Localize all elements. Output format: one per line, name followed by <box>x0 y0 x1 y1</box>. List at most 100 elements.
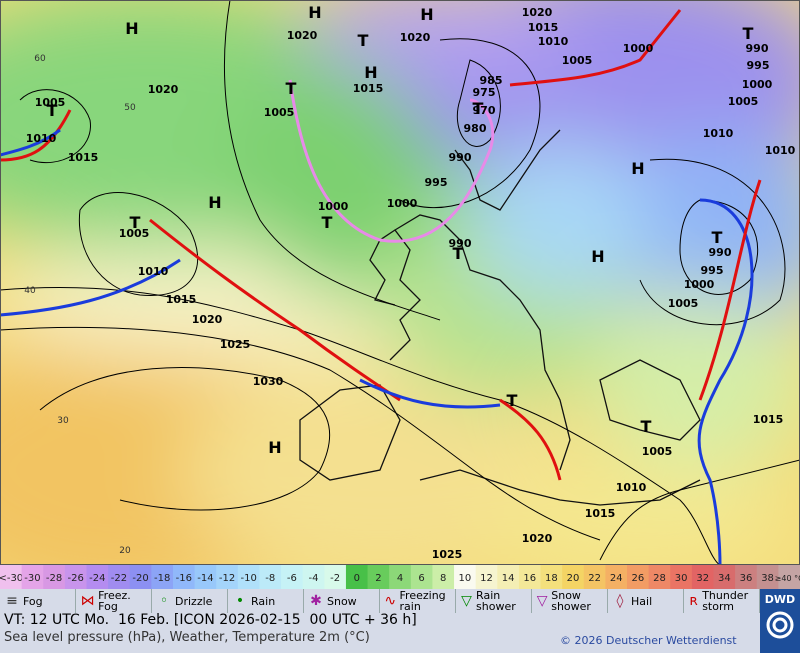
scale-label: 32 <box>696 573 709 584</box>
scale-label: -14 <box>197 573 213 584</box>
legend-label: Rain shower <box>476 589 516 613</box>
scale-label: 2 <box>375 573 381 584</box>
scale-label: -20 <box>132 573 148 584</box>
scale-cell <box>237 565 260 589</box>
isobar-label: 995 <box>701 264 724 277</box>
isobar-label: 1020 <box>400 31 431 44</box>
isobar-label: 1020 <box>287 29 318 42</box>
scale-label: 30 <box>675 573 688 584</box>
scale-label: 4 <box>397 573 403 584</box>
temperature-label: 30 <box>57 416 69 426</box>
isobar-label: 1000 <box>684 278 715 291</box>
scale-cell <box>64 565 87 589</box>
legend-item: ▽ Rain shower <box>456 589 532 613</box>
scale-label: 16 <box>523 573 536 584</box>
description: Sea level pressure (hPa), Weather, Tempe… <box>4 630 370 645</box>
pressure-center: T <box>130 213 141 232</box>
scale-label: -6 <box>287 573 297 584</box>
legend-label: Hail <box>631 594 653 608</box>
copyright: © 2026 Deutscher Wetterdienst <box>560 634 737 647</box>
scale-cell <box>410 565 433 589</box>
legend-item: • Rain <box>228 589 304 613</box>
pressure-center: T <box>473 99 484 118</box>
isobar-label: 1000 <box>742 78 773 91</box>
isobar-label: 1005 <box>642 445 673 458</box>
isobar-label: 1005 <box>668 297 699 310</box>
legend-item: ⋈ Freez. Fog <box>76 589 152 613</box>
scale-cell <box>497 565 520 589</box>
scale-label: 6 <box>418 573 424 584</box>
scale-label: -22 <box>111 573 127 584</box>
scale-cell <box>432 565 455 589</box>
scale-cell <box>605 565 628 589</box>
scale-cell <box>194 565 217 589</box>
isobar-label: 1000 <box>387 197 418 210</box>
fronts <box>0 9 762 565</box>
scale-cell <box>713 565 736 589</box>
scale-label: ≥40 °C <box>775 574 800 583</box>
isobar-label: 1015 <box>753 413 784 426</box>
isobar-label: 1005 <box>119 227 150 240</box>
isobar-label: 1025 <box>220 338 251 351</box>
legend-item: ◊ Hail <box>608 589 684 613</box>
legend-icon: ≡ <box>6 592 18 609</box>
isobar-label: 975 <box>473 86 496 99</box>
scale-cell <box>216 565 239 589</box>
isobar-label: 1015 <box>68 151 99 164</box>
pressure-center: T <box>453 244 464 263</box>
isobar-label: 1000 <box>623 42 654 55</box>
scale-cell <box>86 565 109 589</box>
scale-cell <box>627 565 650 589</box>
isobar-label: 1010 <box>26 132 57 145</box>
scale-cell <box>172 565 196 589</box>
isobar-label: 1010 <box>616 481 647 494</box>
scale-label: -16 <box>176 573 192 584</box>
isobar-label: 1010 <box>538 35 569 48</box>
scale-label: 18 <box>545 573 558 584</box>
scale-label: <-30 <box>0 573 23 584</box>
scale-cell <box>21 565 44 589</box>
scale-cell <box>735 565 758 589</box>
legend-label: Thunder storm <box>702 589 749 613</box>
isobar-label: 1010 <box>765 144 796 157</box>
scale-cell <box>281 565 304 589</box>
legend-icon: • <box>235 592 245 609</box>
legend-label: Fog <box>23 594 43 608</box>
isobar-label: 1005 <box>35 96 66 109</box>
scale-cell <box>518 565 542 589</box>
color-scale: <-30 -30 -28 -26 -24 -22 -20 -18 -16 -14 -12 -10 -8-… <box>0 565 800 589</box>
legend-icon: ʀ <box>689 592 698 609</box>
scale-cell <box>648 565 671 589</box>
pressure-center: H <box>125 19 138 38</box>
isobar-label: 1020 <box>192 313 223 326</box>
pressure-center: H <box>591 247 604 266</box>
scale-cell <box>345 565 369 589</box>
scale-label: 24 <box>610 573 623 584</box>
legend: ≡ Fog ⋈ Freez. Fog ◦ Drizzle • Rain ✱ Snow ∿ Freezi… <box>0 589 760 613</box>
pressure-center: T <box>712 228 723 247</box>
scale-label: 38 <box>761 573 774 584</box>
isobar-label: 1005 <box>562 54 593 67</box>
isobar-label: 1015 <box>353 82 384 95</box>
legend-item: ✱ Snow <box>304 589 380 613</box>
isobar-label: 1020 <box>522 532 553 545</box>
scale-cell <box>151 565 174 589</box>
pressure-center: H <box>631 159 644 178</box>
scale-label: 8 <box>440 573 446 584</box>
legend-item: ʀ Thunder storm <box>684 589 760 613</box>
isobar-label: 1020 <box>522 6 553 19</box>
scale-label: -4 <box>309 573 319 584</box>
pressure-center: T <box>641 417 652 436</box>
legend-item: ≡ Fog <box>0 589 76 613</box>
legend-icon: ▽ <box>536 592 548 609</box>
scale-label: 14 <box>502 573 515 584</box>
scale-cell <box>691 565 715 589</box>
scale-cell <box>0 565 23 589</box>
coastlines <box>299 129 701 506</box>
isobar-label: 995 <box>425 176 448 189</box>
scale-cell <box>562 565 585 589</box>
pressure-center: T <box>743 24 754 43</box>
legend-item: ▽ Snow shower <box>532 589 608 613</box>
scale-cell <box>259 565 282 589</box>
